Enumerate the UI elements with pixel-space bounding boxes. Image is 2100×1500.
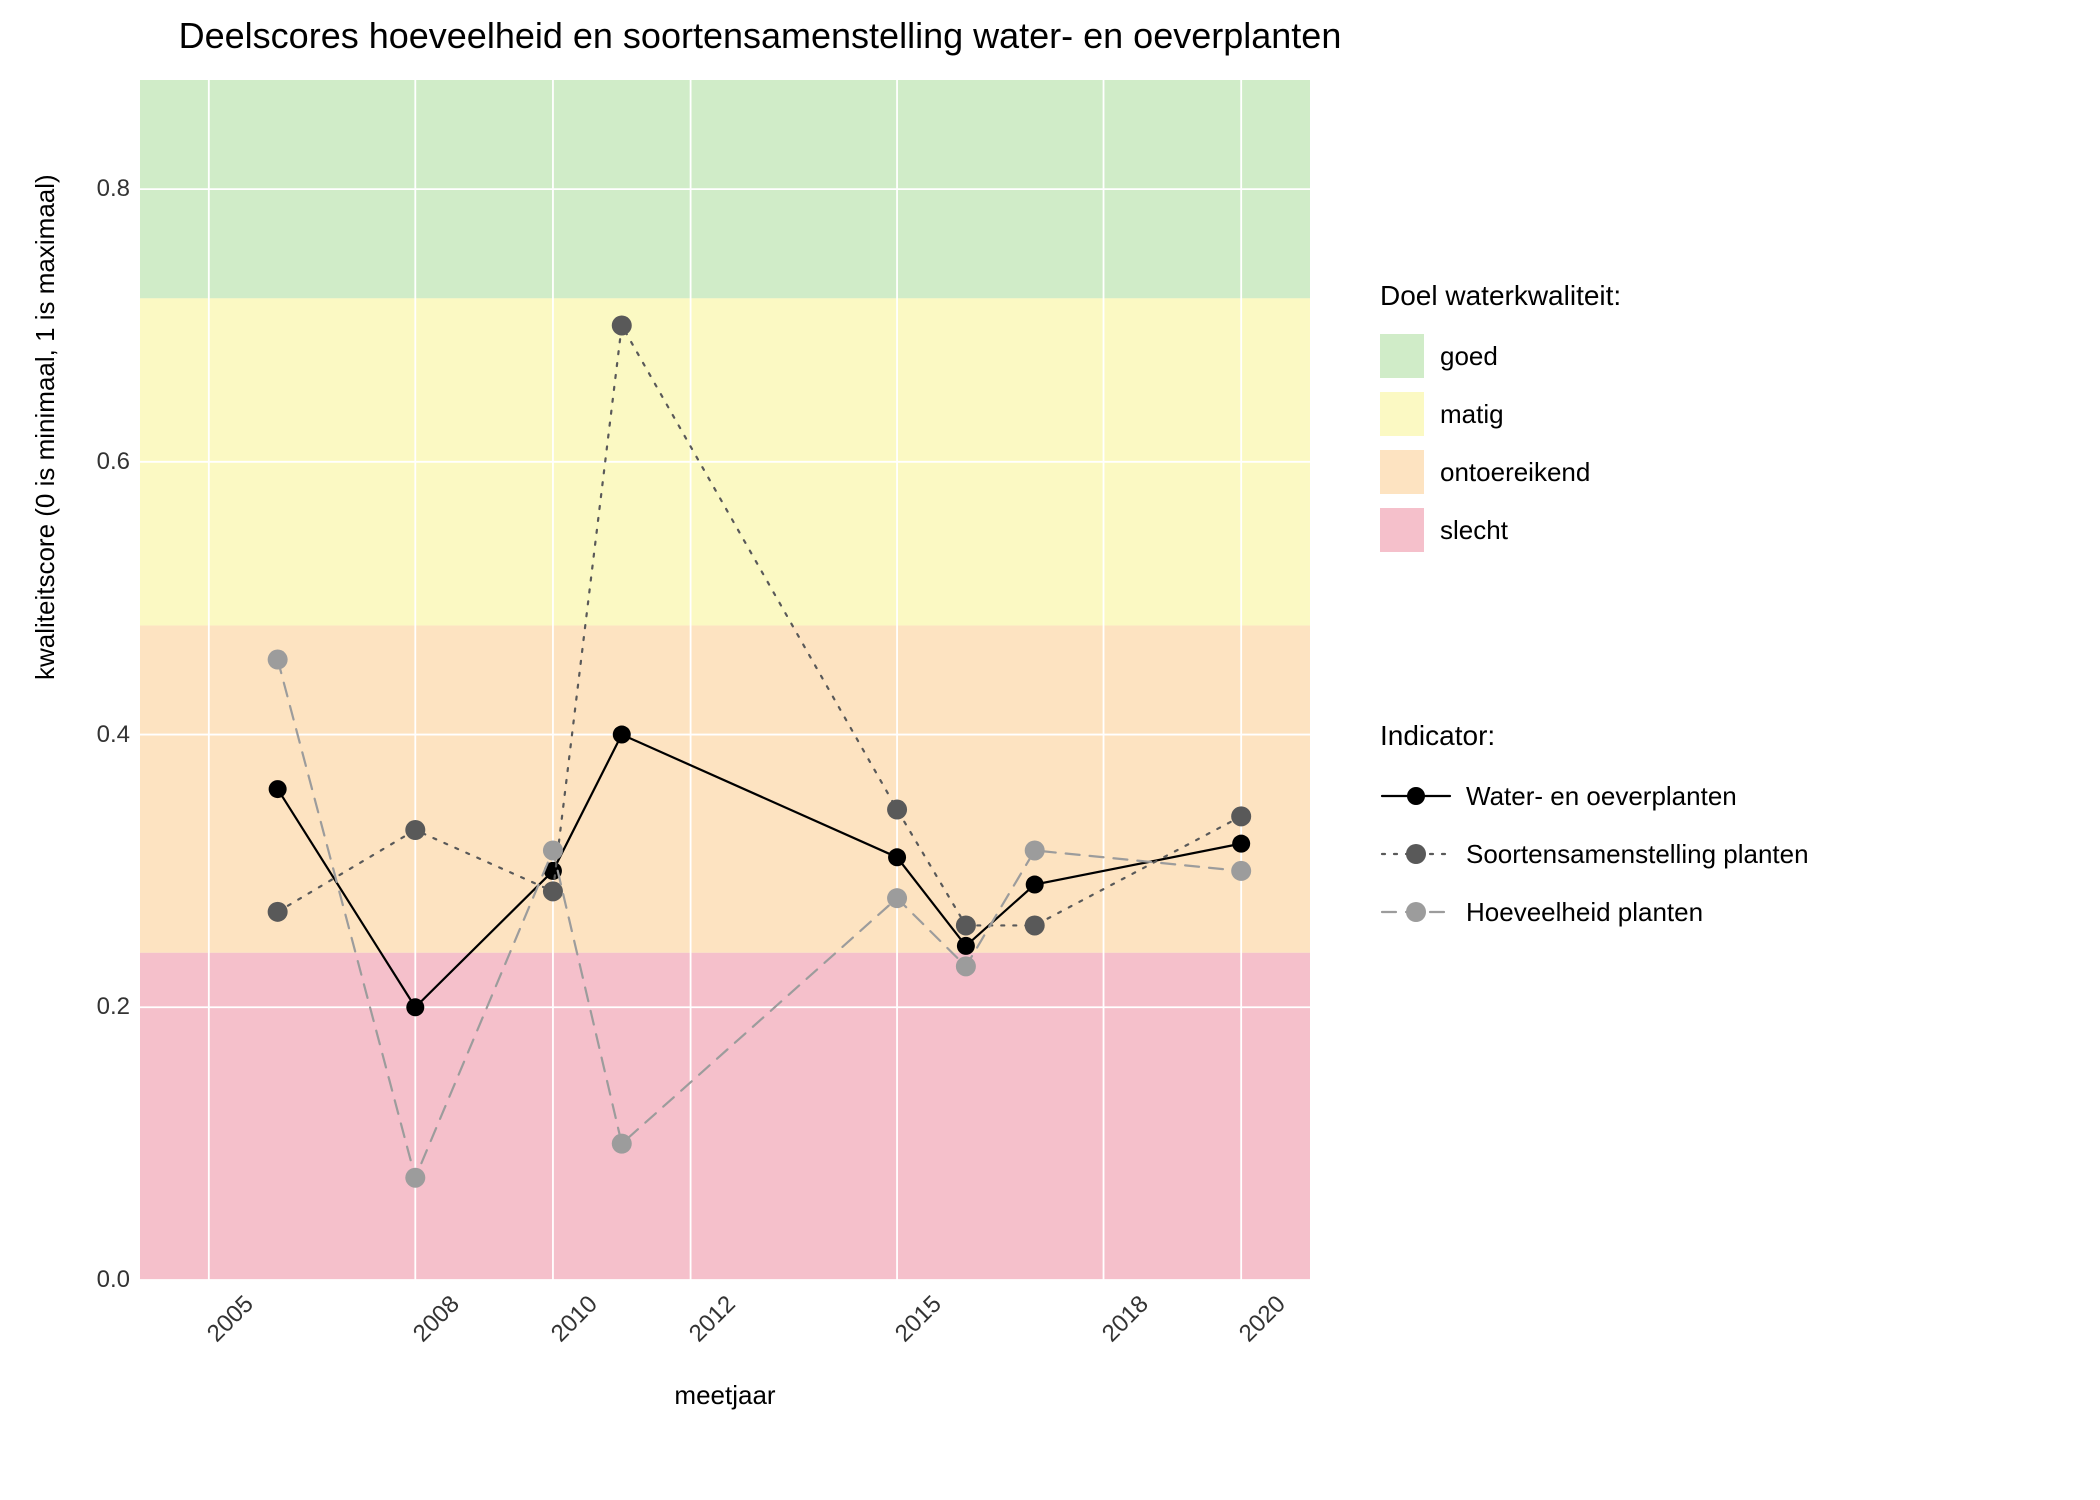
quality-swatch-matig <box>1380 392 1424 436</box>
quality-legend-item-goed: goed <box>1380 330 1621 382</box>
indicator-legend-label: Soortensamenstelling planten <box>1466 839 1809 870</box>
indicator-legend-sample-soorten <box>1380 832 1452 876</box>
series-point-hoeveelheid <box>1025 840 1045 860</box>
series-point-hoeveelheid <box>956 956 976 976</box>
x-tick-label: 2015 <box>890 1290 948 1348</box>
series-point-water_oever <box>1026 876 1044 894</box>
x-tick-label: 2010 <box>546 1290 604 1348</box>
series-point-hoeveelheid <box>268 650 288 670</box>
quality-swatch-ontoereikend <box>1380 450 1424 494</box>
series-point-soorten <box>612 315 632 335</box>
indicator-legend-title: Indicator: <box>1380 720 1809 752</box>
plot-area: 2005200820102012201520182020 <box>140 80 1310 1280</box>
y-tick-label: 0.4 <box>70 721 130 749</box>
indicator-legend-sample-water_oever <box>1380 774 1452 818</box>
y-tick-label: 0.2 <box>70 993 130 1021</box>
chart-container: Deelscores hoeveelheid en soortensamenst… <box>0 0 2100 1500</box>
quality-band-ontoereikend <box>140 625 1310 952</box>
y-axis-label: kwaliteitscore (0 is minimaal, 1 is maxi… <box>30 174 61 680</box>
y-tick-label: 0.0 <box>70 1266 130 1294</box>
series-point-soorten <box>887 800 907 820</box>
x-tick-label: 2008 <box>408 1290 466 1348</box>
quality-legend-label: matig <box>1440 399 1504 430</box>
series-point-water_oever <box>269 780 287 798</box>
quality-legend: Doel waterkwaliteit: goed matig ontoereike… <box>1380 280 1621 562</box>
series-point-hoeveelheid <box>612 1134 632 1154</box>
series-point-water_oever <box>888 848 906 866</box>
series-point-hoeveelheid <box>543 840 563 860</box>
quality-legend-item-ontoereikend: ontoereikend <box>1380 446 1621 498</box>
y-tick-label: 0.8 <box>70 175 130 203</box>
quality-legend-label: goed <box>1440 341 1498 372</box>
series-point-soorten <box>268 902 288 922</box>
y-ticks: 0.00.20.40.60.8 <box>70 80 130 1280</box>
series-point-water_oever <box>1232 835 1250 853</box>
series-point-hoeveelheid <box>887 888 907 908</box>
series-point-water_oever <box>613 726 631 744</box>
indicator-legend-label: Water- en oeverplanten <box>1466 781 1737 812</box>
quality-swatch-slecht <box>1380 508 1424 552</box>
x-tick-label: 2020 <box>1234 1290 1292 1348</box>
quality-legend-label: slecht <box>1440 515 1508 546</box>
series-point-water_oever <box>406 998 424 1016</box>
indicator-legend-item-water_oever: Water- en oeverplanten <box>1380 770 1809 822</box>
quality-legend-item-slecht: slecht <box>1380 504 1621 556</box>
series-point-soorten <box>1025 915 1045 935</box>
x-axis-label: meetjaar <box>140 1380 1310 1411</box>
x-tick-label: 2012 <box>684 1290 742 1348</box>
indicator-legend: Indicator: Water- en oeverplanten Soorten… <box>1380 720 1809 944</box>
indicator-legend-item-soorten: Soortensamenstelling planten <box>1380 828 1809 880</box>
series-point-soorten <box>1231 806 1251 826</box>
series-point-soorten <box>405 820 425 840</box>
quality-legend-title: Doel waterkwaliteit: <box>1380 280 1621 312</box>
quality-band-slecht <box>140 953 1310 1280</box>
plot-svg <box>140 80 1310 1280</box>
quality-legend-label: ontoereikend <box>1440 457 1590 488</box>
indicator-legend-sample-hoeveelheid <box>1380 890 1452 934</box>
indicator-legend-item-hoeveelheid: Hoeveelheid planten <box>1380 886 1809 938</box>
series-point-hoeveelheid <box>1231 861 1251 881</box>
series-point-soorten <box>956 915 976 935</box>
quality-legend-item-matig: matig <box>1380 388 1621 440</box>
quality-swatch-goed <box>1380 334 1424 378</box>
y-tick-label: 0.6 <box>70 448 130 476</box>
x-tick-label: 2018 <box>1096 1290 1154 1348</box>
x-tick-label: 2005 <box>202 1290 260 1348</box>
chart-title: Deelscores hoeveelheid en soortensamenst… <box>110 15 1410 57</box>
series-point-hoeveelheid <box>405 1168 425 1188</box>
indicator-legend-label: Hoeveelheid planten <box>1466 897 1703 928</box>
series-point-water_oever <box>957 937 975 955</box>
